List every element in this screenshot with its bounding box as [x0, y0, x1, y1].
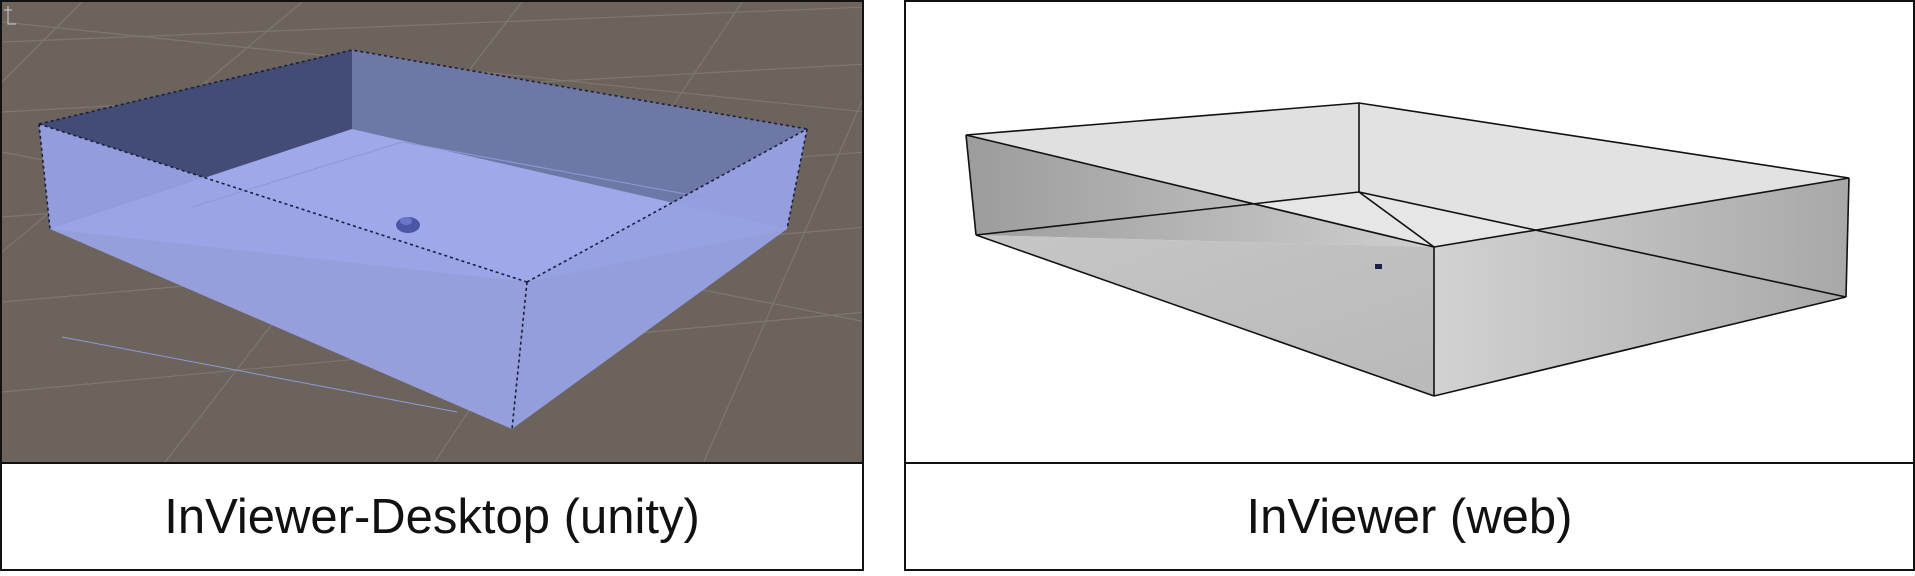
web-3d-viewport[interactable]: [904, 0, 1915, 464]
box-wall-back-right: [352, 50, 807, 229]
axis-gizmo-icon: [4, 6, 16, 25]
caption-web-viewer: InViewer (web): [904, 462, 1915, 571]
panel-unity-viewer: InViewer-Desktop (unity): [0, 0, 864, 571]
floor-grid-reflection: [61, 141, 703, 413]
unity-3d-viewport[interactable]: [0, 0, 864, 464]
box-wall-front-right: [512, 129, 807, 429]
sensor-object[interactable]: [1375, 264, 1382, 269]
box-edges: [965, 102, 1850, 397]
box-edges: [38, 49, 808, 430]
panel-web-viewer: InViewer (web): [904, 0, 1915, 571]
unity-scene: [2, 2, 862, 464]
caption-unity-viewer: InViewer-Desktop (unity): [0, 462, 864, 571]
box-wall-right-end: [1434, 178, 1849, 396]
box-wall-front-left: [39, 124, 527, 429]
web-scene: [906, 2, 1913, 464]
